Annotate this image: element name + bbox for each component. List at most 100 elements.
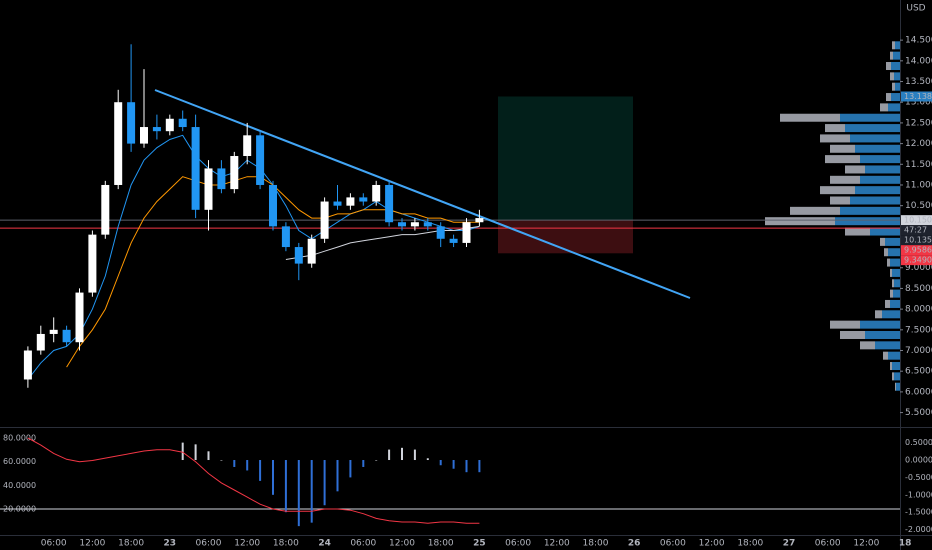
osc-right-tick-label: -1.5000 — [905, 508, 932, 517]
candle-body — [114, 102, 123, 185]
candle-body — [204, 168, 213, 210]
profile-sell — [890, 51, 893, 60]
profile-sell — [830, 320, 860, 329]
y-tick-label: 12.5000 — [905, 118, 932, 128]
x-tick-label: 18:00 — [273, 539, 299, 549]
osc-histogram-bar — [478, 460, 481, 473]
x-tick-label: 06:00 — [815, 539, 841, 549]
profile-sell — [825, 155, 860, 164]
profile-sell — [880, 103, 888, 112]
profile-sell — [830, 144, 855, 153]
osc-histogram-bar — [220, 460, 223, 461]
candle-body — [346, 197, 355, 206]
candle-body — [436, 226, 445, 239]
candle-body — [62, 329, 71, 343]
profile-sell — [892, 41, 895, 50]
profile-buy — [891, 93, 900, 102]
profile-buy — [888, 351, 900, 360]
candle-body — [462, 222, 471, 243]
x-tick-label: 24 — [318, 539, 331, 549]
profile-buy — [888, 103, 900, 112]
y-tick-label: 12.0000 — [905, 139, 932, 149]
profile-sell — [825, 124, 845, 133]
profile-buy — [888, 248, 900, 257]
osc-histogram-bar — [439, 460, 442, 466]
candle-body — [449, 238, 458, 243]
profile-sell — [830, 175, 860, 184]
profile-sell — [790, 206, 840, 215]
candle-body — [127, 102, 136, 144]
profile-buy — [835, 217, 900, 226]
osc-histogram-bar — [272, 460, 274, 495]
osc-histogram-bar — [246, 460, 249, 471]
profile-buy — [890, 258, 900, 267]
x-tick-label: 18:00 — [428, 539, 454, 549]
osc-histogram-bar — [349, 460, 352, 478]
profile-sell — [890, 362, 892, 371]
x-tick-label: 25 — [473, 539, 486, 549]
x-tick-label: 06:00 — [350, 539, 376, 549]
osc-histogram-bar — [375, 460, 378, 461]
profile-sell — [884, 248, 888, 257]
y-tick-label: 11.5000 — [905, 160, 932, 170]
profile-buy — [882, 310, 900, 319]
trendline — [154, 89, 691, 299]
x-tick-label: 12:00 — [853, 539, 879, 549]
price-badge-label: 10.1500 — [904, 216, 932, 225]
profile-sell — [765, 217, 835, 226]
x-tick-label: 06:00 — [196, 539, 222, 549]
y-tick-label: 6.0000 — [905, 387, 932, 397]
price-badge-label: 13.1383 — [904, 92, 932, 101]
position-loss-zone — [498, 220, 633, 254]
osc-histogram-bar — [310, 460, 313, 523]
candle-body — [88, 234, 97, 293]
profile-buy — [870, 227, 900, 236]
osc-histogram-bar — [297, 460, 300, 527]
x-tick-label: 27 — [783, 539, 796, 549]
candle-body — [256, 135, 265, 185]
x-tick-label: 12:00 — [79, 539, 105, 549]
profile-buy — [865, 330, 900, 339]
profile-buy — [860, 155, 900, 164]
y-tick-label: 14.0000 — [905, 56, 932, 66]
osc-left-tick-label: 80.0000 — [3, 433, 36, 442]
y-tick-label: 14.5000 — [905, 36, 932, 46]
profile-sell — [840, 330, 865, 339]
osc-right-tick-label: -1.0000 — [905, 490, 932, 499]
candle-body — [217, 168, 226, 190]
osc-histogram-bar — [259, 460, 262, 481]
profile-buy — [845, 124, 900, 133]
profile-buy — [892, 268, 900, 277]
profile-sell — [820, 134, 850, 143]
candle-body — [475, 218, 484, 223]
candle-body — [23, 350, 32, 380]
candle-body — [230, 156, 239, 190]
candle-body — [191, 127, 200, 210]
y-tick-label: 6.5000 — [905, 367, 932, 377]
candle-body — [243, 135, 252, 157]
y-tick-label: 7.0000 — [905, 346, 932, 356]
candle-body — [140, 127, 148, 144]
profile-buy — [885, 237, 900, 246]
candle-body — [372, 184, 381, 202]
y-tick-label: 10.5000 — [905, 201, 932, 211]
osc-histogram-bar — [181, 442, 184, 461]
y-tick-label: 8.5000 — [905, 284, 932, 294]
candle-body — [333, 201, 342, 206]
price-badge — [901, 245, 932, 256]
profile-buy — [860, 320, 900, 329]
y-tick-label: 7.5000 — [905, 325, 932, 335]
osc-histogram-bar — [336, 460, 339, 492]
osc-histogram-bar — [452, 460, 455, 469]
x-tick-label: 12:00 — [389, 539, 415, 549]
price-badge — [901, 255, 932, 266]
y-tick-label: 11.0000 — [905, 180, 932, 190]
osc-line — [27, 437, 480, 524]
profile-buy — [896, 382, 900, 391]
candle-body — [152, 127, 161, 132]
y-tick-label: 5.5000 — [905, 408, 932, 418]
candle-body — [359, 197, 368, 202]
position-profit-zone — [498, 96, 633, 221]
